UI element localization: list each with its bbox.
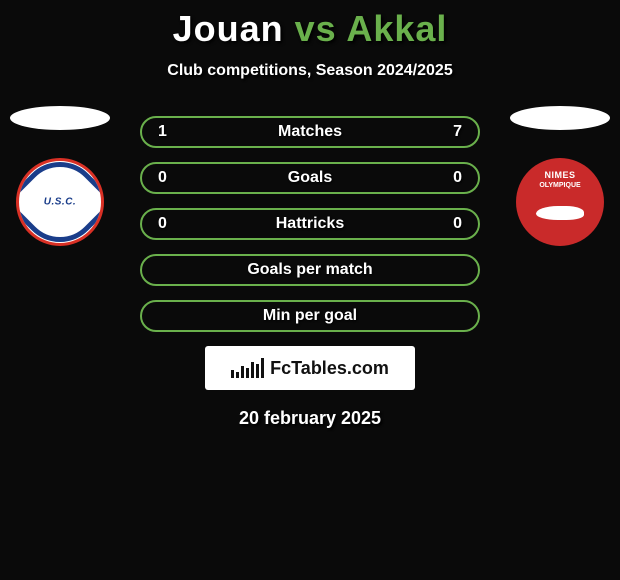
- stat-left-value: 1: [158, 123, 167, 141]
- stat-label: Goals per match: [247, 261, 372, 279]
- player1-name: Jouan: [173, 8, 284, 49]
- comparison-title: Jouan vs Akkal: [0, 0, 620, 50]
- stat-left-value: 0: [158, 215, 167, 233]
- stat-pill-list: 1 Matches 7 0 Goals 0 0 Hattricks 0 Goal…: [140, 116, 480, 332]
- stat-label: Hattricks: [276, 215, 344, 233]
- stat-label: Goals: [288, 169, 332, 187]
- left-player-photo-placeholder: [10, 106, 110, 130]
- fctables-logo: FcTables.com: [205, 346, 415, 390]
- right-player-photo-placeholder: [510, 106, 610, 130]
- stat-right-value: 0: [453, 215, 462, 233]
- content-area: OLYMPIQUE 1 Matches 7 0 Goals 0 0 Hattri…: [0, 116, 620, 429]
- subtitle: Club competitions, Season 2024/2025: [0, 62, 620, 80]
- stat-left-value: 0: [158, 169, 167, 187]
- player2-name: Akkal: [346, 8, 447, 49]
- left-club-column: [10, 106, 110, 246]
- right-club-subtitle: OLYMPIQUE: [516, 182, 604, 189]
- stat-right-value: 0: [453, 169, 462, 187]
- bar-chart-icon: [231, 358, 264, 378]
- fctables-text: FcTables.com: [270, 358, 389, 379]
- stat-row-hattricks: 0 Hattricks 0: [140, 208, 480, 240]
- stat-right-value: 7: [453, 123, 462, 141]
- left-club-logo: [16, 158, 104, 246]
- right-club-column: OLYMPIQUE: [510, 106, 610, 246]
- stat-row-min-per-goal: Min per goal: [140, 300, 480, 332]
- stat-label: Min per goal: [263, 307, 357, 325]
- stat-label: Matches: [278, 123, 342, 141]
- stat-row-goals: 0 Goals 0: [140, 162, 480, 194]
- date-text: 20 february 2025: [0, 408, 620, 429]
- vs-text: vs: [295, 8, 337, 49]
- stat-row-goals-per-match: Goals per match: [140, 254, 480, 286]
- stat-row-matches: 1 Matches 7: [140, 116, 480, 148]
- right-club-logo: OLYMPIQUE: [516, 158, 604, 246]
